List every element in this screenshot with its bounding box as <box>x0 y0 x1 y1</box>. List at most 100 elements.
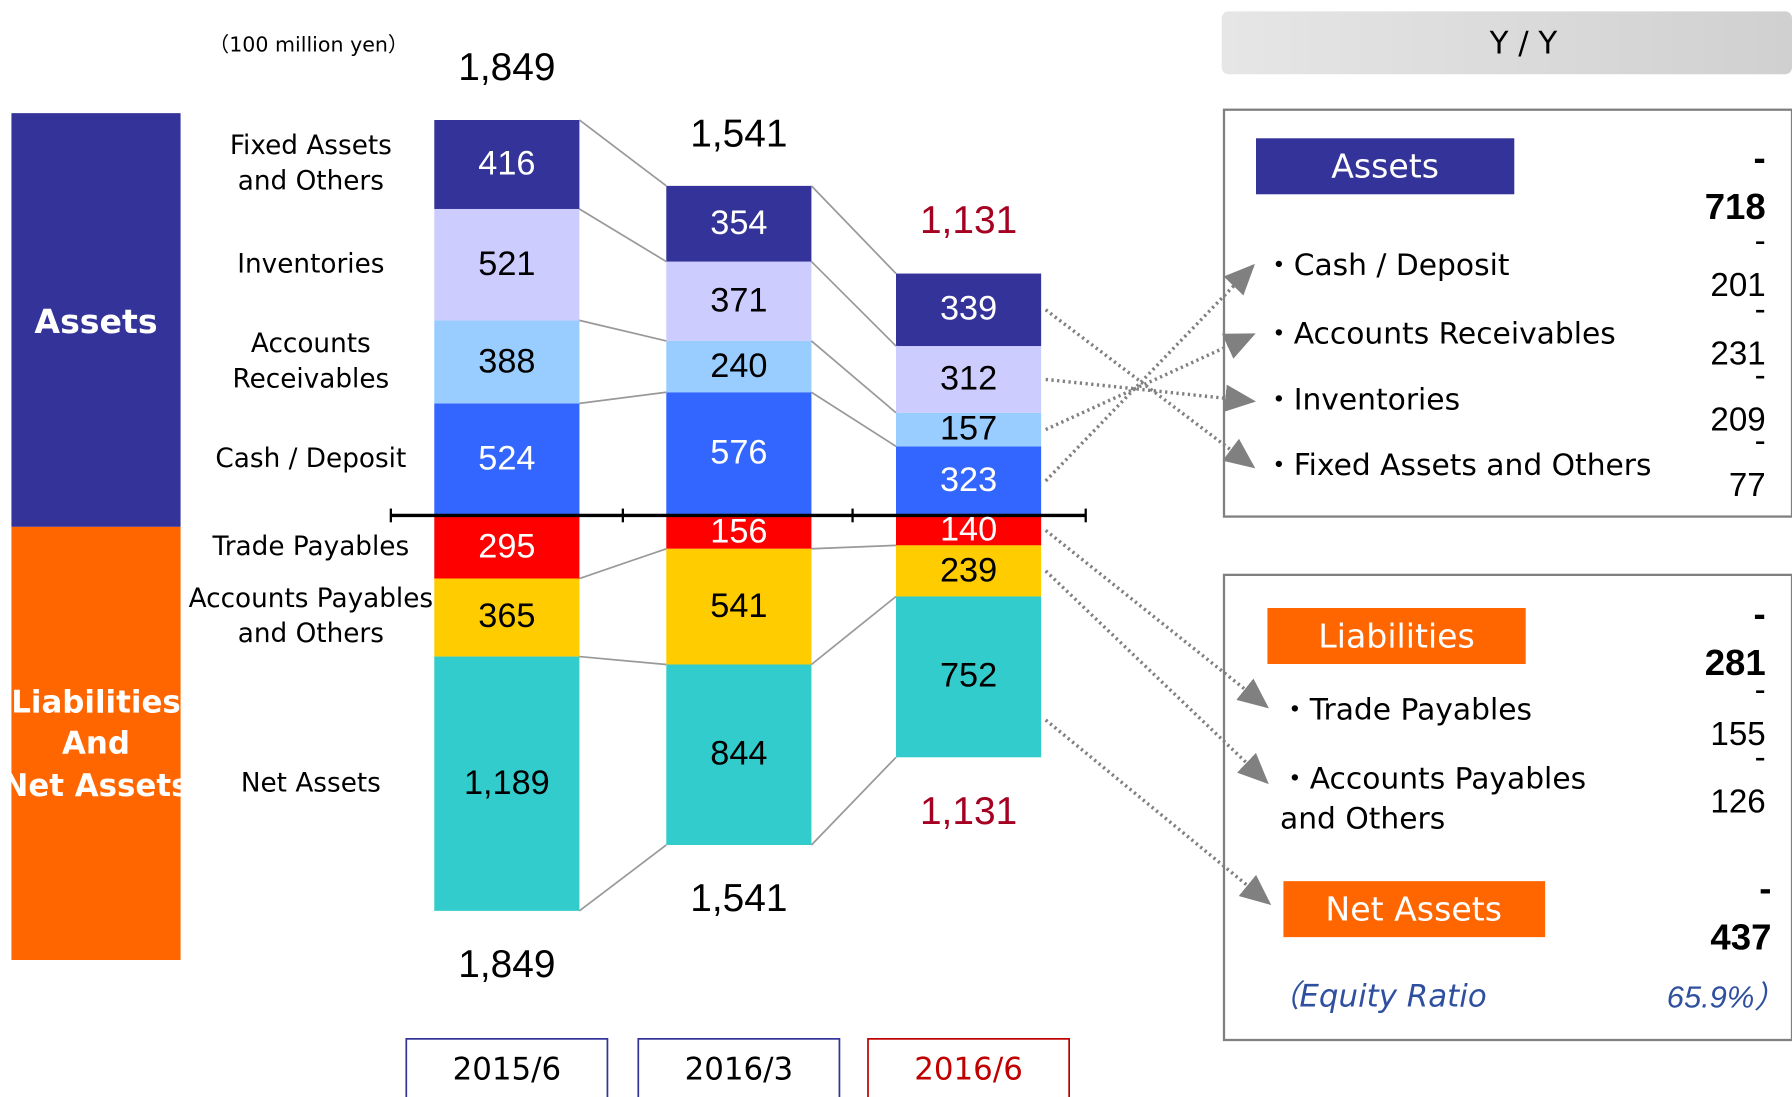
connector-line <box>810 260 897 347</box>
segment-label: 844 <box>710 735 768 773</box>
yoy-assets-label-box <box>1255 138 1515 195</box>
bar-segment <box>434 656 580 911</box>
total-label: 1,131 <box>919 789 1018 833</box>
category-box <box>405 1037 609 1097</box>
yoy-item: ・Trade Payables <box>1279 693 1532 728</box>
category-box <box>637 1037 841 1097</box>
bar-segment <box>666 392 812 516</box>
segment-label: 416 <box>478 144 536 183</box>
pointer-arrow <box>1044 718 1272 906</box>
connector-line <box>578 119 667 187</box>
total-label: 1,541 <box>690 111 788 156</box>
bar-segment <box>895 446 1042 516</box>
yoy-section-label: Assets <box>1331 146 1440 186</box>
segment-label: 1,189 <box>463 763 550 802</box>
series-label: Accounts Receivables <box>232 328 390 394</box>
total-label: 1,131 <box>919 199 1018 243</box>
bar-segment <box>434 119 580 209</box>
series-label: Cash / Deposit <box>215 443 407 474</box>
segment-label: 339 <box>939 290 998 328</box>
connector-line <box>579 547 667 580</box>
segment-label: 312 <box>939 359 998 398</box>
yoy-net-assets-label-box <box>1283 881 1546 938</box>
bar-segment <box>895 545 1042 597</box>
connector-line <box>579 319 667 342</box>
category-label: 2016/3 <box>684 1052 794 1088</box>
connector-line <box>811 544 897 550</box>
equity-ratio-label: （Equity Ratio <box>1268 979 1487 1015</box>
pointer-arrow <box>1045 333 1256 432</box>
total-label: 1,849 <box>458 942 556 987</box>
yoy-item-change: - 77 <box>1728 422 1766 504</box>
segment-label: 524 <box>478 439 536 478</box>
segment-label: 140 <box>939 510 998 549</box>
segment-label: 295 <box>478 527 536 565</box>
bar-segment <box>434 320 580 404</box>
category-box <box>867 1037 1070 1097</box>
pointer-arrow <box>1044 529 1269 709</box>
bar-segment <box>895 273 1042 347</box>
yoy-item: ・Fixed Assets and Others <box>1263 448 1652 483</box>
yoy-item-change: - 155 <box>1710 671 1766 754</box>
section-label: Liabilities And Net Assets <box>2 684 190 804</box>
bar-segment <box>666 185 812 262</box>
bar-segment <box>895 515 1042 546</box>
yoy-item: ・Accounts Receivables <box>1263 317 1616 352</box>
connector-line <box>810 185 897 275</box>
bar-segment <box>434 403 580 516</box>
yoy-item-change: - 201 <box>1710 222 1766 304</box>
connector-line <box>579 655 667 666</box>
connector-line <box>579 391 667 405</box>
yoy-section-change: - 281 <box>1704 592 1766 684</box>
pointer-arrow <box>1045 377 1256 412</box>
bar-segment <box>434 208 580 321</box>
connector-line <box>810 595 897 666</box>
section-box <box>11 113 181 527</box>
pointer-arrow <box>1044 263 1255 483</box>
segment-label: 323 <box>939 461 998 499</box>
bar-segment <box>895 596 1042 758</box>
bar-segment <box>666 664 812 845</box>
yoy-section-label: Net Assets <box>1325 889 1503 929</box>
yoy-title: Y / Y <box>1489 26 1558 62</box>
segment-label: 371 <box>710 281 768 320</box>
segment-label: 388 <box>478 342 536 380</box>
yoy-item: ・Cash / Deposit <box>1263 248 1510 283</box>
yoy-section-change: - 718 <box>1704 136 1766 228</box>
unit-label: （100 million yen） <box>208 32 409 57</box>
connector-line <box>578 844 667 912</box>
bar-segment <box>434 515 580 579</box>
pointer-arrow <box>1044 308 1256 469</box>
yoy-item: ・Inventories <box>1263 383 1461 418</box>
yoy-header <box>1221 11 1792 75</box>
bar-segment <box>666 548 812 665</box>
series-label: Trade Payables <box>212 531 410 562</box>
segment-label: 752 <box>939 657 998 695</box>
connector-line <box>810 756 897 846</box>
category-label: 2016/6 <box>914 1052 1023 1088</box>
segment-label: 576 <box>710 434 768 472</box>
yoy-item-change: - 209 <box>1710 357 1766 439</box>
connector-line <box>810 391 897 448</box>
yoy-section-label: Liabilities <box>1318 616 1475 656</box>
connector-line <box>810 340 897 414</box>
category-label: 2015/6 <box>452 1052 562 1088</box>
yoy-section-change: - 437 <box>1710 867 1772 958</box>
segment-label: 365 <box>478 597 536 636</box>
segment-label: 239 <box>939 551 998 589</box>
yoy-liabilities-label-box <box>1267 607 1526 664</box>
bar-segment <box>434 578 580 657</box>
yoy-item-change: - 126 <box>1710 739 1766 821</box>
yoy-item-change: - 231 <box>1710 291 1766 373</box>
series-label: Accounts Payables and Others <box>188 584 434 650</box>
bar-segment <box>666 261 812 341</box>
segment-label: 541 <box>710 586 768 625</box>
segment-label: 156 <box>710 512 768 551</box>
segment-label: 240 <box>710 346 768 385</box>
series-label: Net Assets <box>240 768 381 798</box>
bar-segment <box>895 346 1042 413</box>
section-label: Assets <box>34 302 158 342</box>
bar-segment <box>666 515 812 549</box>
